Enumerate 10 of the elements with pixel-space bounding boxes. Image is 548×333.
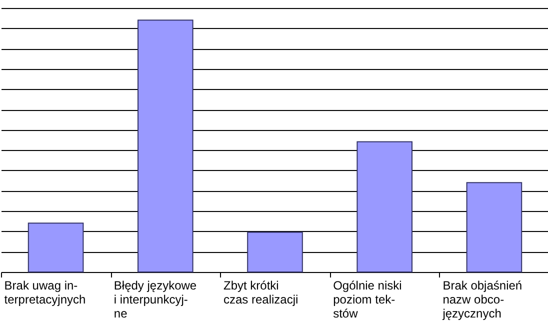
x-tick-label: Brak objaśnień nazw obco- języcznych: [442, 278, 522, 320]
x-tick-label: Ogólnie niski poziom tek- stów: [333, 278, 402, 320]
bar: [356, 141, 412, 272]
bar: [28, 222, 84, 272]
x-tick-label: Brak uwag in- terpretacyjnych: [4, 278, 86, 306]
x-tick-label: Błędy językowe i interpunkcyj- ne: [114, 278, 197, 320]
bar: [138, 20, 194, 272]
bar: [247, 232, 303, 272]
x-tick-label: Zbyt krótki czas realizacji: [224, 278, 298, 306]
bar: [466, 182, 522, 272]
